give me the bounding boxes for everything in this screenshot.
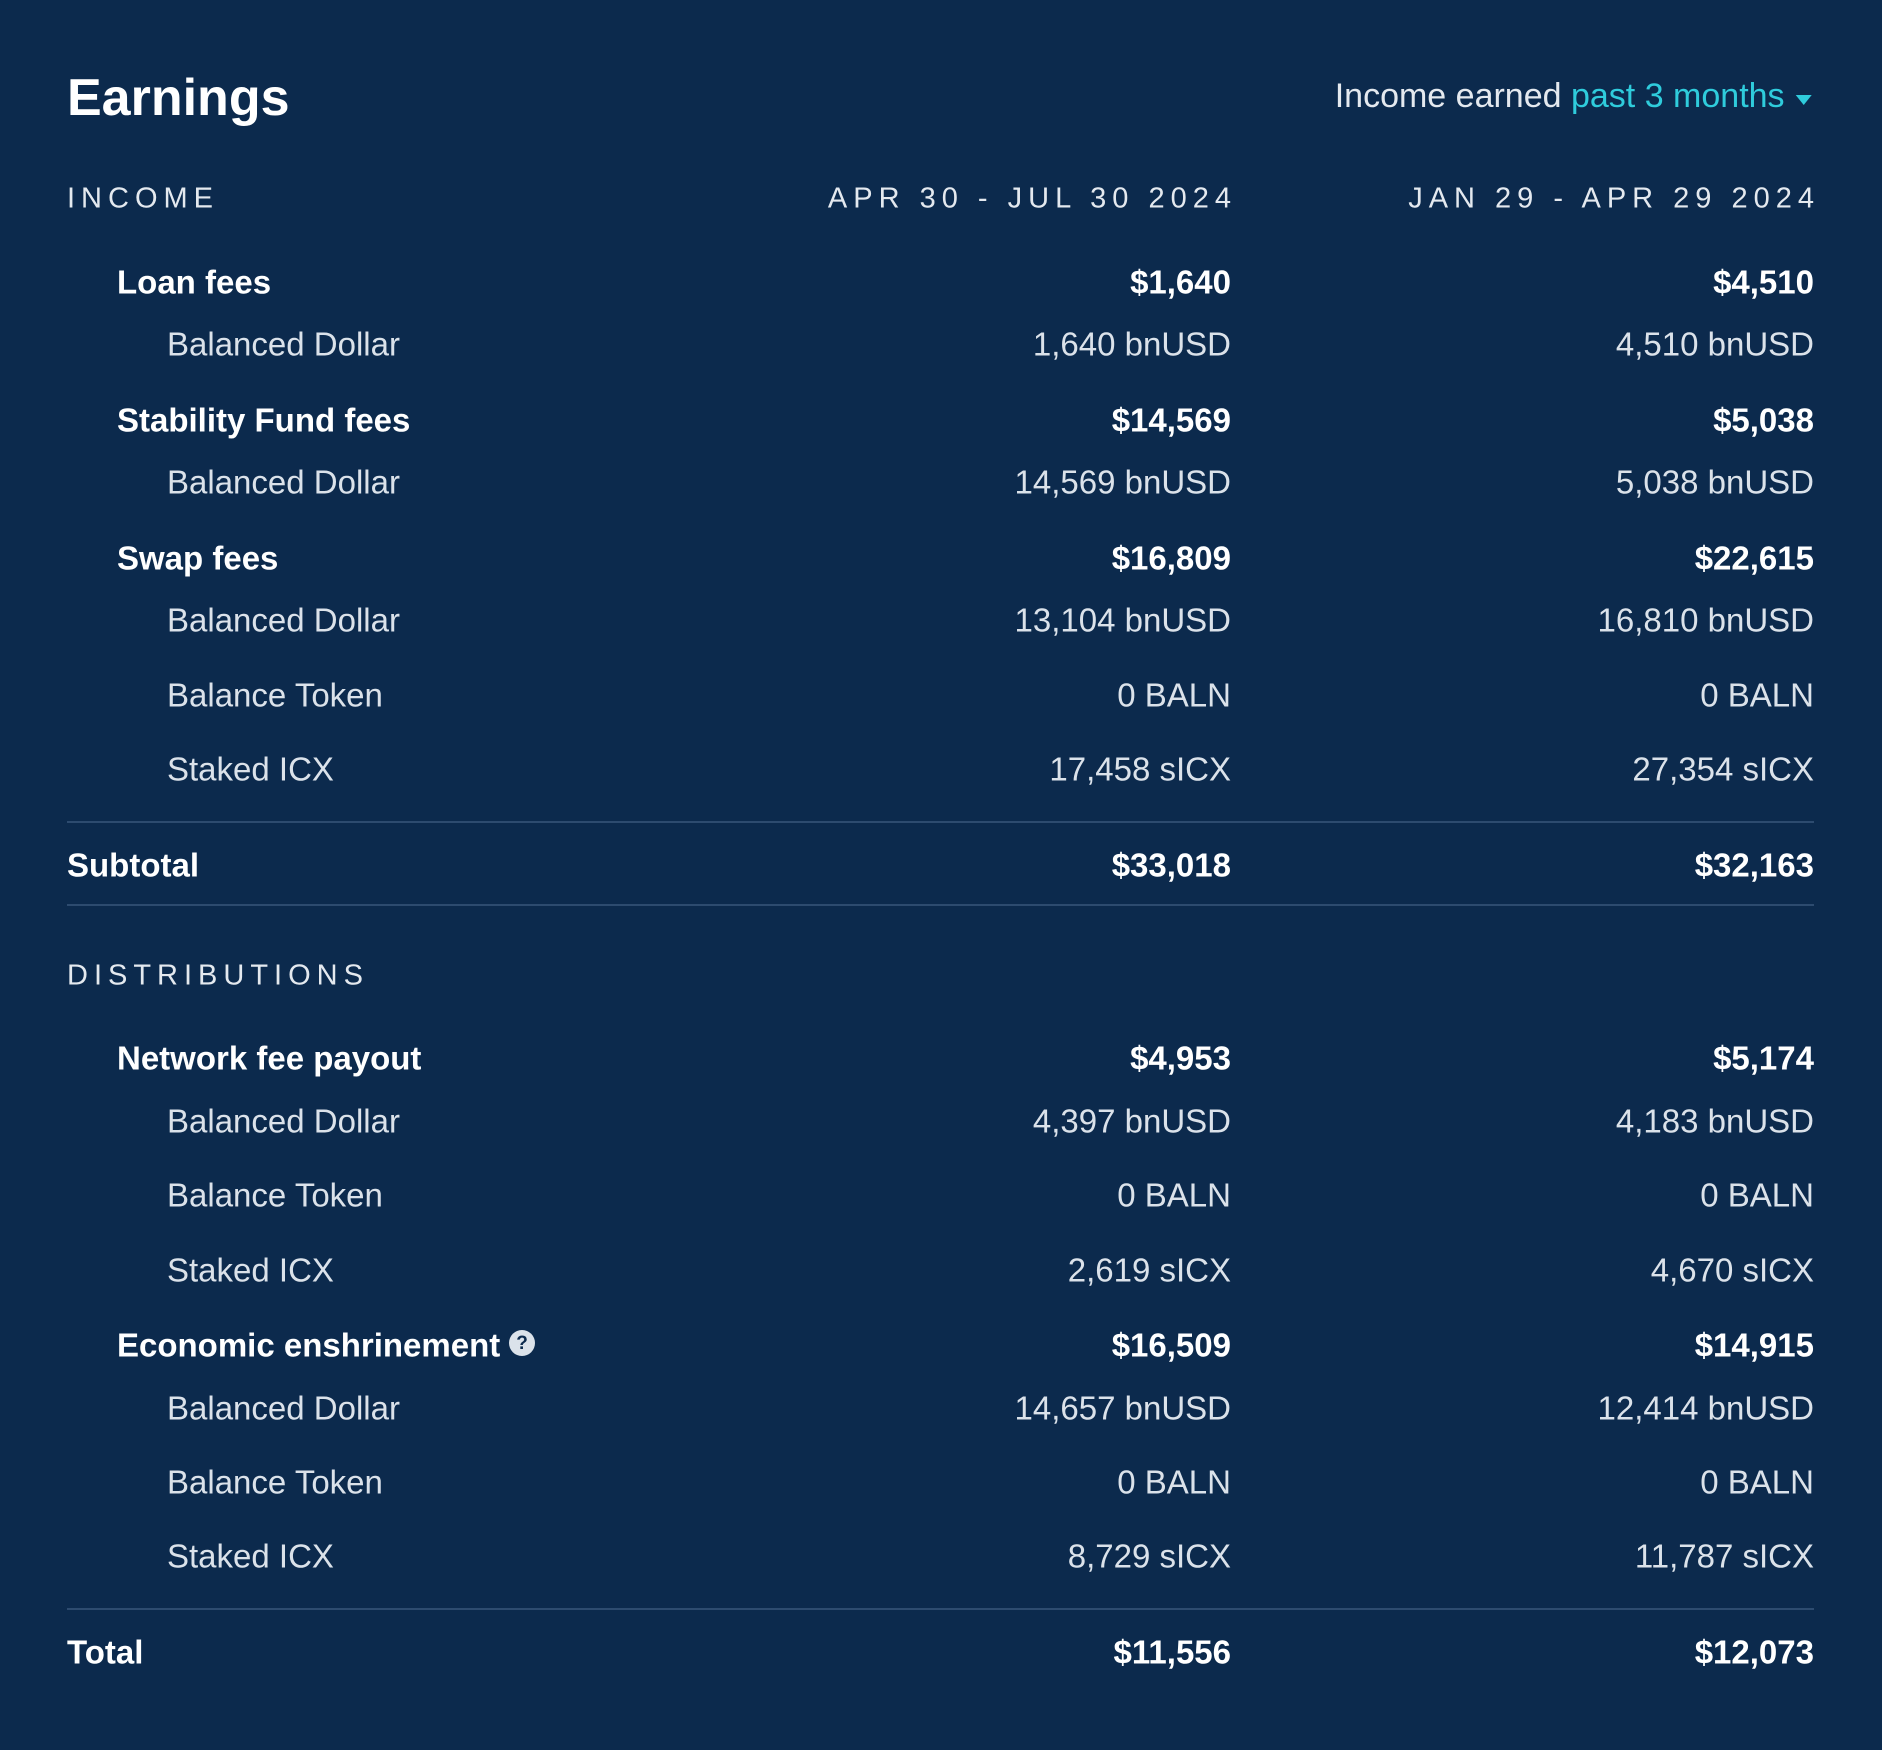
total-value: $11,556: [1113, 1633, 1231, 1671]
group-value: $4,510: [1713, 263, 1814, 301]
item-name: Balanced Dollar: [167, 1389, 400, 1427]
filter-label: Income earned: [1334, 77, 1562, 115]
item-value: 13,104 bnUSD: [1014, 601, 1231, 639]
total-value: $33,018: [1111, 846, 1231, 884]
divider: [67, 903, 1814, 906]
item-name: Balanced Dollar: [167, 325, 400, 363]
divider: [67, 821, 1814, 823]
item-name: Staked ICX: [167, 1537, 334, 1575]
item-value: 4,397 bnUSD: [1032, 1102, 1231, 1140]
item-value: 16,810 bnUSD: [1597, 601, 1814, 639]
total-name: Subtotal: [67, 846, 199, 884]
item-value: 2,619 sICX: [1067, 1251, 1231, 1289]
group-name: Swap fees: [117, 539, 279, 577]
period-heading: APR 30 - JUL 30 2024: [827, 182, 1237, 215]
item-value: 0 BALN: [1117, 1463, 1231, 1501]
item-name: Balanced Dollar: [167, 1102, 400, 1140]
divider: [67, 1608, 1814, 1611]
item-value: 0 BALN: [1700, 676, 1814, 714]
item-name: Balance Token: [167, 676, 383, 714]
item-value: 4,670 sICX: [1650, 1251, 1814, 1289]
item-value: 1,640 bnUSD: [1032, 325, 1231, 363]
group-value: $5,174: [1713, 1039, 1814, 1077]
group-name: Loan fees: [117, 263, 272, 301]
item-value: 14,657 bnUSD: [1014, 1389, 1231, 1427]
group-value: $4,953: [1130, 1039, 1231, 1077]
item-value: 0 BALN: [1700, 1176, 1814, 1214]
section-heading: DISTRIBUTIONS: [67, 959, 369, 992]
group-name: Economic enshrinement: [117, 1326, 501, 1364]
filter-value[interactable]: past 3 months: [1570, 77, 1785, 115]
item-value: 17,458 sICX: [1049, 750, 1231, 788]
total-value: $12,073: [1694, 1633, 1814, 1671]
group-value: $14,915: [1694, 1326, 1814, 1364]
item-value: 14,569 bnUSD: [1014, 463, 1231, 501]
total-value: $32,163: [1694, 846, 1814, 884]
group-value: $16,509: [1111, 1326, 1231, 1364]
group-name: Network fee payout: [117, 1039, 422, 1077]
group-value: $16,809: [1111, 539, 1231, 577]
item-name: Balanced Dollar: [167, 601, 400, 639]
item-value: 4,183 bnUSD: [1615, 1102, 1814, 1140]
group-value: $5,038: [1713, 401, 1814, 439]
item-name: Balance Token: [167, 1176, 383, 1214]
item-name: Balanced Dollar: [167, 463, 400, 501]
filter[interactable]: Income earned past 3 months: [1335, 79, 1814, 113]
group-value: $1,640: [1130, 263, 1231, 301]
group-name: Stability Fund fees: [117, 401, 411, 439]
item-value: 11,787 sICX: [1634, 1537, 1814, 1575]
item-value: 4,510 bnUSD: [1615, 325, 1814, 363]
item-name: Staked ICX: [167, 1251, 334, 1289]
help-icon[interactable]: ?: [508, 1329, 536, 1357]
item-value: 0 BALN: [1700, 1463, 1814, 1501]
item-value: 8,729 sICX: [1067, 1537, 1231, 1575]
group-value: $14,569: [1111, 401, 1231, 439]
section-heading: INCOME: [67, 182, 219, 215]
svg-text:?: ?: [516, 1333, 528, 1354]
dropdown-arrow[interactable]: [1794, 93, 1814, 107]
item-name: Staked ICX: [167, 750, 334, 788]
item-value: 27,354 sICX: [1632, 750, 1814, 788]
item-value: 0 BALN: [1117, 676, 1231, 714]
total-name: Total: [67, 1633, 144, 1671]
item-value: 0 BALN: [1117, 1176, 1231, 1214]
item-name: Balance Token: [167, 1463, 383, 1501]
title: Earnings: [67, 69, 290, 127]
period-heading: JAN 29 - APR 29 2024: [1408, 182, 1820, 215]
group-value: $22,615: [1694, 539, 1814, 577]
item-value: 12,414 bnUSD: [1597, 1389, 1814, 1427]
item-value: 5,038 bnUSD: [1615, 463, 1814, 501]
